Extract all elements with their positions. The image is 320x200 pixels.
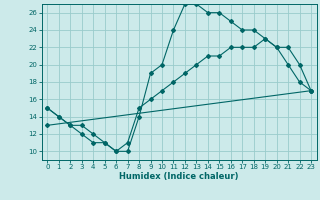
X-axis label: Humidex (Indice chaleur): Humidex (Indice chaleur) (119, 172, 239, 181)
